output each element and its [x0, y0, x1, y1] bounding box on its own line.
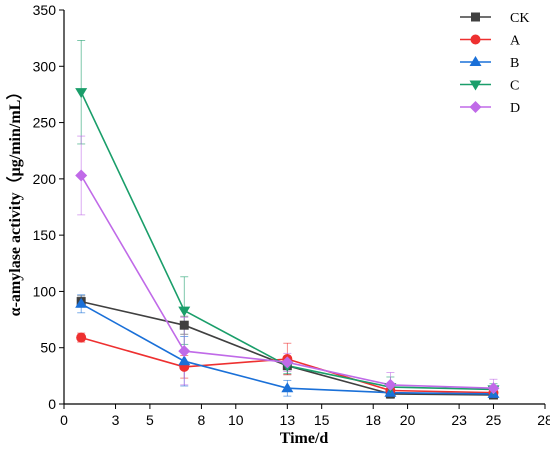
- legend-marker-a: [470, 34, 481, 45]
- y-tick-label: 200: [33, 171, 57, 187]
- x-tick-label: 0: [60, 412, 68, 428]
- y-axis-title: α-amylase activity（μg/min/mL）: [6, 84, 24, 317]
- point-d: [487, 382, 500, 395]
- x-tick-label: 23: [451, 412, 467, 428]
- legend-marker-c: [469, 80, 482, 91]
- y-tick-label: 300: [33, 58, 57, 74]
- y-tick-label: 250: [33, 115, 57, 131]
- x-axis-title: Time/d: [280, 430, 329, 447]
- x-tick-label: 15: [314, 412, 330, 428]
- y-tick-label: 0: [48, 396, 56, 412]
- legend-label-b: B: [510, 56, 519, 71]
- x-tick-label: 5: [146, 412, 154, 428]
- legend-marker-b: [469, 56, 482, 66]
- y-tick-label: 100: [33, 283, 57, 299]
- x-tick-label: 10: [228, 412, 244, 428]
- point-c: [75, 88, 88, 99]
- x-tick-label: 18: [365, 412, 381, 428]
- point-d: [178, 345, 191, 358]
- point-d: [384, 378, 397, 391]
- x-tick-label: 8: [198, 412, 206, 428]
- y-tick-label: 50: [40, 340, 56, 356]
- y-tick-label: 350: [33, 2, 57, 18]
- legend-label-a: A: [510, 34, 521, 49]
- axes: 0 50 100 150 200 250 300 350 0 3 5 8 10 13 15 18 20 23 25 2…: [33, 2, 550, 428]
- x-tick-label: 28: [537, 412, 550, 428]
- error-bars: [77, 39, 498, 399]
- point-b: [178, 355, 191, 366]
- series-markers: [75, 88, 500, 400]
- legend-marker-ck: [471, 12, 480, 22]
- x-tick-label: 3: [112, 412, 120, 428]
- y-tick-label: 150: [33, 227, 57, 243]
- x-tick-label: 25: [486, 412, 502, 428]
- point-d: [281, 356, 294, 369]
- legend-label-d: D: [510, 101, 520, 116]
- point-a: [76, 332, 87, 343]
- point-b: [75, 297, 88, 308]
- point-d: [75, 169, 88, 182]
- x-tick-label: 13: [280, 412, 296, 428]
- x-tick-label: 20: [400, 412, 416, 428]
- legend-label-c: C: [510, 79, 519, 94]
- legend-label-ck: CK: [510, 11, 529, 26]
- point-c: [178, 306, 191, 317]
- point-b: [281, 382, 294, 393]
- legend-marker-d: [469, 101, 482, 113]
- point-ck: [179, 320, 189, 330]
